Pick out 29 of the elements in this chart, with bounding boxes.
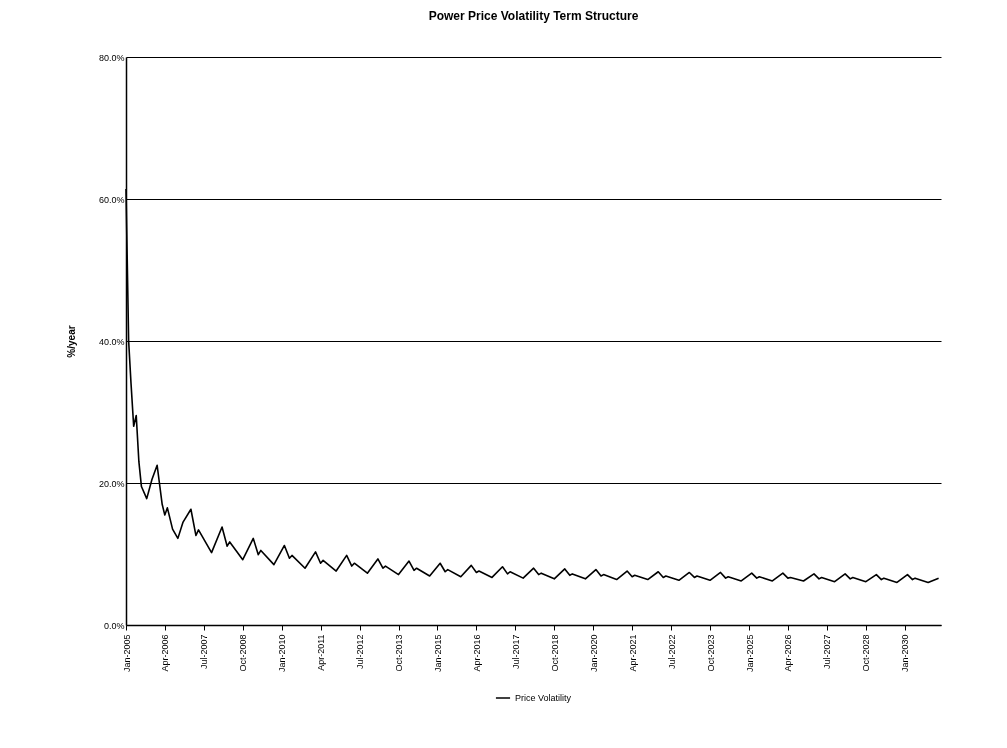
x-tick-label: Jan-2025 bbox=[744, 634, 755, 673]
x-tick-label: Jul-2027 bbox=[822, 634, 833, 670]
x-tick-label: Jul-2012 bbox=[355, 634, 366, 670]
y-tick-label: 60.0% bbox=[98, 194, 125, 205]
x-tick-label: Jul-2022 bbox=[666, 634, 677, 670]
x-tick-label: Oct-2013 bbox=[394, 634, 405, 672]
x-tick-label: Oct-2008 bbox=[238, 634, 249, 672]
x-tick-label: Oct-2028 bbox=[861, 634, 872, 672]
x-tick-label: Jan-2020 bbox=[588, 634, 599, 673]
x-tick-label: Jan-2005 bbox=[121, 634, 132, 673]
y-tick-label: 40.0% bbox=[98, 336, 125, 347]
legend-label: Price Volatility bbox=[515, 693, 572, 703]
x-tick-label: Apr-2021 bbox=[627, 634, 638, 672]
x-tick-label: Oct-2023 bbox=[705, 634, 716, 672]
x-tick-label: Jul-2017 bbox=[510, 634, 521, 670]
y-axis-title: %/year bbox=[65, 325, 77, 358]
y-tick-label: 80.0% bbox=[98, 52, 125, 63]
x-tick-label: Jan-2030 bbox=[900, 634, 911, 673]
chart-title: Power Price Volatility Term Structure bbox=[428, 9, 639, 23]
x-tick-label: Oct-2018 bbox=[549, 634, 560, 672]
x-tick-label: Apr-2011 bbox=[316, 634, 327, 671]
x-tick-label: Apr-2016 bbox=[471, 634, 482, 672]
x-tick-label: Apr-2006 bbox=[160, 634, 171, 672]
y-tick-label: 0.0% bbox=[103, 620, 125, 631]
x-tick-label: Apr-2026 bbox=[783, 634, 794, 672]
x-tick-label: Jan-2010 bbox=[277, 634, 288, 673]
y-tick-label: 20.0% bbox=[98, 478, 125, 489]
x-tick-label: Jan-2015 bbox=[433, 634, 443, 673]
x-tick-label: Jul-2007 bbox=[199, 634, 210, 670]
